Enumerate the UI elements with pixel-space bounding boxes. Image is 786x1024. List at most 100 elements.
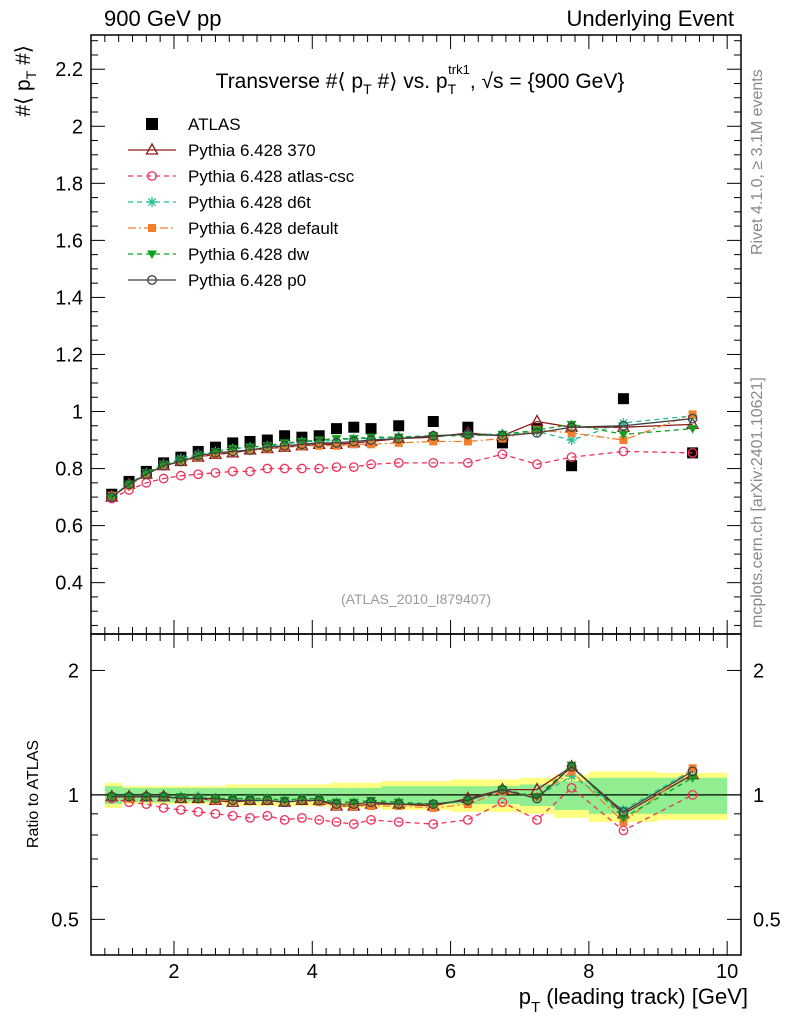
ratio-point-pythia-6-428-atlas-csc <box>462 815 473 825</box>
ratio-point-pythia-6-428-p0 <box>348 799 359 810</box>
title-mid: #⟩ vs. p <box>372 70 448 93</box>
point-pythia-6-428-default <box>349 440 358 449</box>
ratio-point-pythia-6-428-atlas-csc <box>210 808 221 819</box>
x-tick-label: 4 <box>307 961 318 983</box>
x-tick-label: 2 <box>168 961 179 983</box>
ratio-point-pythia-6-428-atlas-csc <box>348 819 359 829</box>
ylabel-post: #⟩ <box>12 45 35 71</box>
point-pythia-6-428-p0 <box>314 437 325 448</box>
ratio-point-pythia-6-428-p0 <box>175 793 186 804</box>
point-pythia-6-428-p0 <box>618 420 629 431</box>
ratio-point-pythia-6-428-p0 <box>158 791 169 802</box>
legend-marker <box>145 142 159 155</box>
point-pythia-6-428-p0 <box>348 436 359 447</box>
point-atlas <box>496 437 508 449</box>
point-pythia-6-428-atlas-csc <box>331 462 342 473</box>
series-line-pythia-6-428-p0 <box>111 417 693 498</box>
legend: ATLAS Pythia 6.428 370 Pythia 6.428 atlas-… <box>128 115 355 290</box>
point-pythia-6-428-dw <box>296 437 307 447</box>
analysis-label: (ATLAS_2010_I879407) <box>341 591 491 607</box>
series-pythia-6-428-dw <box>106 420 698 503</box>
y-tick-label: 2.2 <box>55 59 83 81</box>
point-pythia-6-428-p0 <box>262 442 273 453</box>
xlabel-pre: p <box>519 984 531 1009</box>
ratio-line-pythia-6-428-p0 <box>111 765 693 813</box>
ratio-point-pythia-6-428-dw <box>618 814 629 823</box>
point-pythia-6-428-atlas-csc <box>227 466 238 477</box>
point-pythia-6-428-p0 <box>687 413 698 424</box>
point-pythia-6-428-p0 <box>124 479 134 490</box>
title-sup2: trk1 <box>448 62 470 77</box>
point-pythia-6-428-p0 <box>462 429 473 440</box>
ratio-point-pythia-6-428-atlas-csc <box>497 797 508 808</box>
ratio-point-pythia-6-428-atlas-csc <box>158 803 169 813</box>
series-layer <box>105 393 700 836</box>
point-atlas <box>244 435 256 447</box>
ratio-point-pythia-6-428-p0 <box>393 799 404 810</box>
legend-marker <box>146 118 158 130</box>
point-pythia-6-428-atlas-csc <box>245 466 255 477</box>
point-pythia-6-428-p0 <box>227 446 238 457</box>
point-pythia-6-428-p0 <box>566 422 577 433</box>
ratio-point-pythia-6-428-p0 <box>314 795 325 806</box>
legend-label: Pythia 6.428 370 <box>188 141 316 160</box>
point-pythia-6-428-atlas-csc <box>210 467 221 478</box>
series-pythia-6-428-atlas-csc <box>106 446 698 504</box>
y-tick-label: 1.2 <box>55 344 83 366</box>
legend-marker <box>147 275 157 285</box>
point-pythia-6-428-atlas-csc <box>393 457 404 468</box>
series-pythia-6-428-p0 <box>106 413 698 502</box>
ratio-point-pythia-6-428-p0 <box>618 806 629 817</box>
ratio-point-pythia-6-428-p0 <box>227 795 238 806</box>
point-pythia-6-428-p0 <box>297 439 307 450</box>
ratio-y-tick-label: 1 <box>753 785 764 807</box>
point-pythia-6-428-atlas-csc <box>366 459 376 470</box>
ratio-point-pythia-6-428-atlas-csc <box>314 815 325 825</box>
point-pythia-6-428-atlas-csc <box>314 463 325 474</box>
ylabel-pre: #⟨ p <box>12 79 35 116</box>
point-pythia-6-428-atlas-csc <box>348 462 359 473</box>
point-atlas <box>313 430 325 442</box>
legend-label: Pythia 6.428 p0 <box>188 271 306 290</box>
x-axis-label: pT (leading track) [GeV] <box>519 984 748 1016</box>
ratio-point-pythia-6-428-p0 <box>532 793 542 804</box>
point-pythia-6-428-atlas-csc <box>297 463 307 474</box>
point-pythia-6-428-atlas-csc <box>175 470 186 481</box>
legend-item-pythia-6-428-atlas-csc: Pythia 6.428 atlas-csc <box>128 167 355 186</box>
legend-item-pythia-6-428-default: Pythia 6.428 default <box>128 219 339 238</box>
ratio-y-tick-label: 0.5 <box>753 909 781 931</box>
point-pythia-6-428-default <box>332 441 341 450</box>
point-pythia-6-428-p0 <box>106 492 117 502</box>
point-pythia-6-428-default <box>315 441 324 450</box>
ratio-point-pythia-6-428-dw <box>158 793 169 802</box>
legend-marker <box>147 171 157 181</box>
point-pythia-6-428-dw <box>566 420 577 430</box>
y-tick-label: 0.4 <box>55 573 83 595</box>
point-pythia-6-428-dw <box>618 430 629 440</box>
ratio-point-pythia-6-428-dw <box>124 793 135 802</box>
y-tick-label: 0.8 <box>55 459 83 481</box>
point-pythia-6-428-dw <box>428 432 439 441</box>
ratio-point-pythia-6-428-p0 <box>262 795 273 806</box>
ratio-point-pythia-6-428-p0 <box>428 799 439 810</box>
y-tick-label: 1 <box>72 402 83 424</box>
xlabel-post: (leading track) [GeV] <box>540 984 748 1009</box>
legend-item-pythia-6-428-dw: Pythia 6.428 dw <box>128 245 310 264</box>
ratio-point-pythia-6-428-d6t-stroke <box>619 805 628 814</box>
point-atlas <box>279 430 291 442</box>
point-pythia-6-428-p0 <box>428 430 439 441</box>
ratio-y-tick-label: 2 <box>68 660 79 682</box>
ratio-point-pythia-6-428-atlas-csc <box>331 817 342 827</box>
point-pythia-6-428-dw <box>210 447 221 457</box>
point-pythia-6-428-dw <box>331 435 342 444</box>
ratio-y-tick-label: 2 <box>753 660 764 682</box>
y-tick-label: 2 <box>72 116 83 138</box>
band-inner-bin <box>658 777 728 814</box>
legend-item-pythia-6-428-p0: Pythia 6.428 p0 <box>128 271 306 290</box>
x-tick-label: 8 <box>583 961 594 983</box>
point-atlas <box>566 460 578 472</box>
ratio-series-pythia-6-428-p0 <box>106 761 698 817</box>
point-pythia-6-428-dw <box>245 443 256 453</box>
ratio-point-pythia-6-428-atlas-csc <box>227 810 238 821</box>
point-pythia-6-428-dw <box>158 460 169 470</box>
